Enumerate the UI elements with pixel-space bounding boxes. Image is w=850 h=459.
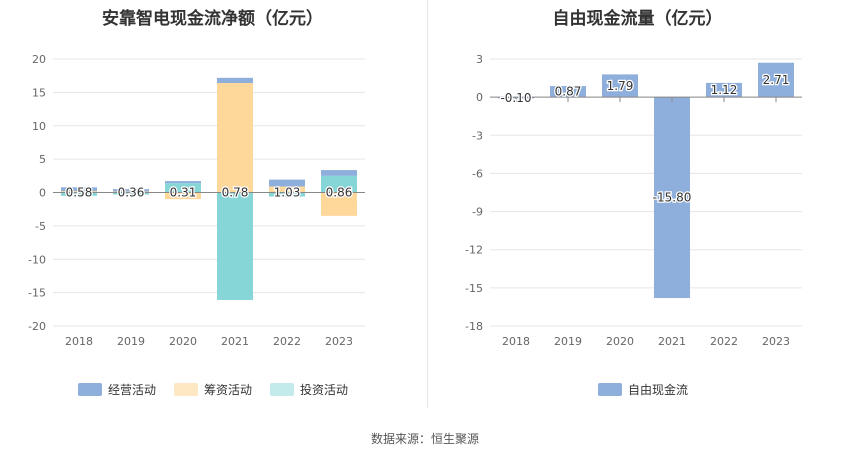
right-y-tick-label: 3: [476, 53, 483, 66]
right-x-tick-label: 2021: [658, 335, 686, 348]
left-bar-1-2019: [113, 191, 149, 193]
left-x-tick-label: 2020: [169, 335, 197, 348]
legend-label-free-cash-flow: 自由现金流: [628, 383, 689, 397]
left-data-label-2019: 0.36: [118, 186, 145, 200]
right-data-label-2022: 1.12: [711, 83, 738, 97]
left-y-tick-label: 20: [32, 53, 46, 66]
right-bar-2019: [550, 86, 586, 98]
right-data-label-2021: -15.80: [653, 191, 692, 205]
left-bar-0-2021: [217, 77, 253, 84]
left-data-label-2021: 0.78: [222, 186, 249, 200]
right-legend: 自由现金流: [598, 381, 688, 398]
left-legend: 经营活动 筹资活动 投资活动: [78, 381, 348, 398]
left-x-tick-label: 2019: [117, 335, 145, 348]
chart-divider: [427, 0, 428, 408]
right-chart-title: 自由现金流量（亿元）: [552, 9, 723, 29]
right-x-tick-label: 2020: [606, 335, 634, 348]
right-x-tick-label: 2022: [710, 335, 738, 348]
left-data-label-2023: 0.86: [326, 186, 353, 200]
legend-item-investing[interactable]: 投资活动: [270, 381, 348, 398]
right-bar-2020: [602, 74, 638, 98]
left-bar-0-2023: [321, 170, 357, 176]
left-y-tick-label: -5: [35, 220, 46, 233]
right-y-tick-label: 0: [476, 91, 483, 104]
left-x-tick-label: 2022: [273, 335, 301, 348]
left-data-label-2018: 0.58: [66, 186, 93, 200]
right-data-label-2023: 2.71: [763, 73, 790, 87]
right-bar-2023: [758, 62, 794, 98]
right-y-tick-label: -9: [472, 206, 483, 219]
right-x-tick-label: 2023: [762, 335, 790, 348]
right-x-tick-label: 2018: [502, 335, 530, 348]
left-bar-1-2018: [61, 191, 97, 193]
left-bar-1-2023: [321, 192, 357, 216]
left-y-tick-label: 5: [39, 153, 46, 166]
left-y-tick-label: -20: [28, 320, 46, 333]
left-y-tick-label: 10: [32, 120, 46, 133]
left-x-tick-label: 2018: [65, 335, 93, 348]
right-data-label-2019: 0.87: [555, 85, 582, 99]
left-bar-0-2018: [61, 187, 97, 192]
right-y-tick-label: -12: [465, 244, 483, 257]
right-y-tick-label: -18: [465, 320, 483, 333]
legend-swatch-investing: [270, 383, 295, 396]
left-bar-2-2020: [165, 183, 201, 193]
legend-swatch-financing: [174, 383, 199, 396]
legend-label-investing: 投资活动: [300, 383, 349, 397]
left-bar-0-2022: [269, 179, 305, 187]
left-bar-1-2022: [269, 186, 305, 193]
right-data-label-2020: 1.79: [607, 79, 634, 93]
right-bar-2022: [706, 82, 742, 98]
left-bar-1-2021: [217, 83, 253, 193]
left-bar-0-2020: [165, 181, 201, 184]
right-y-tick-label: -3: [472, 129, 483, 142]
right-data-label-2018: -0.10: [500, 91, 531, 105]
left-bar-0-2019: [113, 189, 149, 192]
legend-swatch-operating: [78, 383, 102, 396]
left-data-label-2020: 0.31: [170, 186, 197, 200]
legend-item-operating[interactable]: 经营活动: [78, 381, 156, 398]
left-y-tick-label: -10: [28, 253, 46, 266]
left-x-tick-label: 2021: [221, 335, 249, 348]
right-x-tick-label: 2019: [554, 335, 582, 348]
left-y-tick-label: 15: [32, 86, 46, 99]
legend-item-financing[interactable]: 筹资活动: [174, 381, 252, 398]
right-bar-2021: [654, 97, 690, 299]
left-data-label-2022: 1.03: [274, 186, 301, 200]
legend-label-financing: 筹资活动: [204, 383, 253, 397]
legend-label-operating: 经营活动: [108, 383, 157, 397]
left-bar-2-2023: [321, 175, 357, 193]
left-x-tick-label: 2023: [325, 335, 353, 348]
legend-swatch-free-cash-flow: [598, 383, 622, 396]
left-bar-2-2021: [217, 192, 253, 300]
left-y-tick-label: 0: [39, 187, 46, 200]
left-chart-title: 安靠智电现金流净额（亿元）: [102, 9, 323, 29]
legend-item-free-cash-flow[interactable]: 自由现金流: [598, 381, 688, 398]
data-source: 数据来源：恒生聚源: [370, 432, 479, 446]
right-y-tick-label: -6: [472, 167, 483, 180]
right-y-tick-label: -15: [465, 282, 483, 295]
left-y-tick-label: -15: [28, 287, 46, 300]
